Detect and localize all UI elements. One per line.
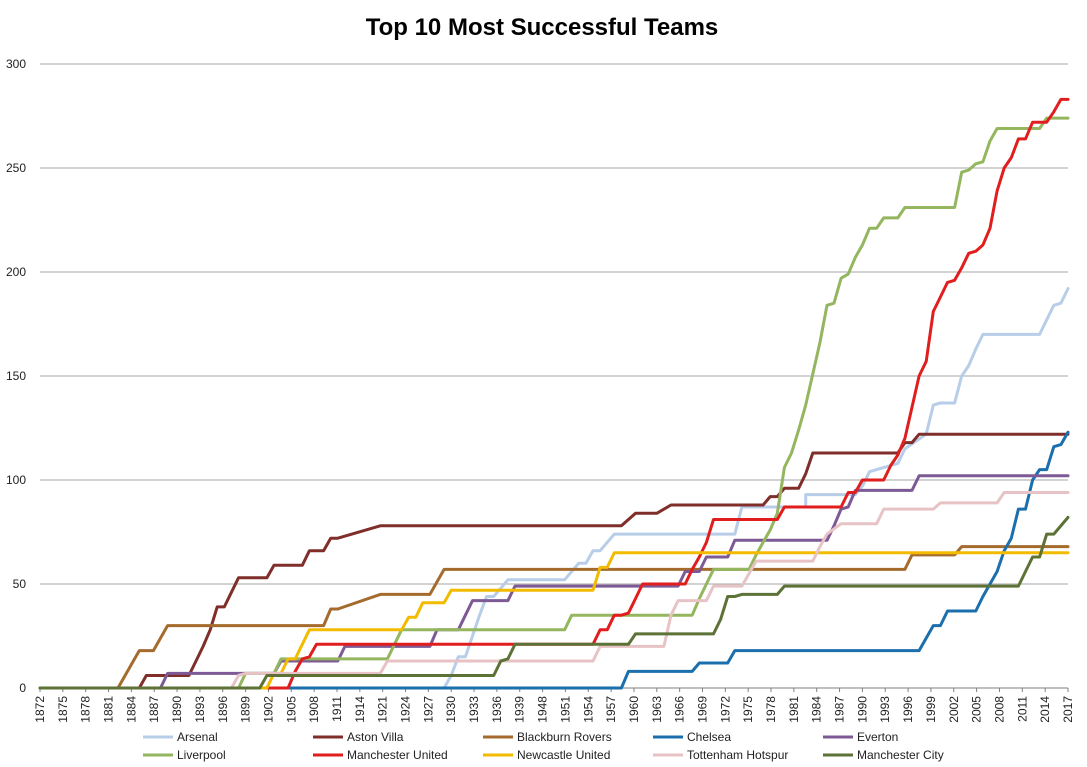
x-tick-label: 1939	[513, 696, 527, 723]
x-tick-label: 1905	[284, 696, 298, 723]
y-tick-label: 200	[6, 265, 26, 279]
y-axis-ticks: 0 50 100 150 200 250 300	[6, 57, 26, 695]
x-tick-label: 2002	[947, 696, 961, 723]
y-tick-label: 300	[6, 57, 26, 71]
x-tick-label: 1957	[604, 696, 618, 723]
x-tick-label: 1960	[627, 696, 641, 723]
series-line-manchester-city	[38, 515, 1070, 690]
series-line-chelsea	[38, 430, 1070, 690]
series-line-liverpool	[38, 116, 1070, 690]
legend-label-manchester-united: Manchester United	[347, 748, 448, 762]
x-tick-label: 1881	[102, 696, 116, 723]
legend-label-manchester-city: Manchester City	[857, 748, 944, 762]
x-tick-label: 1875	[56, 696, 70, 723]
legend-label-newcastle-united: Newcastle United	[517, 748, 610, 762]
y-tick-label: 50	[13, 577, 27, 591]
x-tick-label: 1887	[147, 696, 161, 723]
series-line-manchester-united	[38, 97, 1070, 690]
x-tick-label: 1914	[353, 696, 367, 723]
x-tick-label: 1872	[33, 696, 47, 723]
x-tick-label: 1908	[307, 696, 321, 723]
x-tick-label: 1975	[741, 696, 755, 723]
x-tick-label: 1954	[581, 696, 595, 723]
x-tick-label: 1933	[467, 696, 481, 723]
gridlines	[40, 63, 1068, 689]
legend-label-aston-villa: Aston Villa	[347, 730, 404, 744]
series-line-aston-villa	[38, 432, 1070, 690]
x-tick-label: 1981	[787, 696, 801, 723]
x-tick-label: 1951	[558, 696, 572, 723]
x-tick-label: 1911	[330, 696, 344, 722]
x-tick-label: 1969	[695, 696, 709, 723]
x-tick-label: 1896	[216, 696, 230, 723]
x-tick-label: 1930	[444, 696, 458, 723]
x-tick-label: 1921	[376, 696, 390, 723]
x-tick-label: 1948	[536, 696, 550, 723]
x-tick-label: 1893	[193, 696, 207, 723]
x-tick-label: 1966	[673, 696, 687, 723]
x-tick-label: 1993	[878, 696, 892, 723]
legend-label-blackburn-rovers: Blackburn Rovers	[517, 730, 612, 744]
x-tick-label: 1890	[170, 696, 184, 723]
x-tick-label: 1996	[901, 696, 915, 723]
chart-title: Top 10 Most Successful Teams	[366, 14, 719, 41]
y-tick-label: 0	[19, 681, 26, 695]
x-tick-label: 1984	[810, 696, 824, 723]
legend-label-chelsea: Chelsea	[687, 730, 731, 744]
x-tick-label: 1987	[833, 696, 847, 723]
x-tick-label: 2005	[970, 696, 984, 723]
y-tick-label: 250	[6, 161, 26, 175]
x-tick-label: 1990	[855, 696, 869, 723]
x-tick-label: 1927	[421, 696, 435, 723]
x-tick-label: 1972	[718, 696, 732, 723]
x-tick-label: 2011	[1015, 696, 1029, 722]
x-tick-label: 1878	[79, 696, 93, 723]
x-tick-label: 2017	[1061, 696, 1075, 723]
legend-label-tottenham-hotspur: Tottenham Hotspur	[687, 748, 788, 762]
x-tick-label: 2014	[1038, 696, 1052, 723]
legend: Arsenal Aston Villa Blackburn Rovers Chelse…	[143, 730, 944, 762]
series-line-tottenham-hotspur	[38, 491, 1070, 690]
x-tick-label: 1899	[239, 696, 253, 723]
legend-label-arsenal: Arsenal	[177, 730, 218, 744]
x-tick-label: 1963	[650, 696, 664, 723]
x-axis-ticks: 1872 1875 1878 1881 1884 1887 1890 1893 1896 1899…	[33, 688, 1075, 723]
x-tick-label: 1884	[124, 696, 138, 723]
x-tick-label: 1999	[924, 696, 938, 723]
x-tick-label: 1978	[764, 696, 778, 723]
y-tick-label: 150	[6, 369, 26, 383]
y-tick-label: 100	[6, 473, 26, 487]
legend-label-liverpool: Liverpool	[177, 748, 226, 762]
legend-label-everton: Everton	[857, 730, 898, 744]
x-tick-label: 1936	[490, 696, 504, 723]
x-tick-label: 2008	[992, 696, 1006, 723]
x-tick-label: 1924	[399, 696, 413, 723]
x-tick-label: 1902	[261, 696, 275, 723]
series-line-blackburn-rovers	[38, 545, 1070, 690]
series-line-everton	[38, 474, 1070, 690]
series-lines	[38, 97, 1070, 690]
